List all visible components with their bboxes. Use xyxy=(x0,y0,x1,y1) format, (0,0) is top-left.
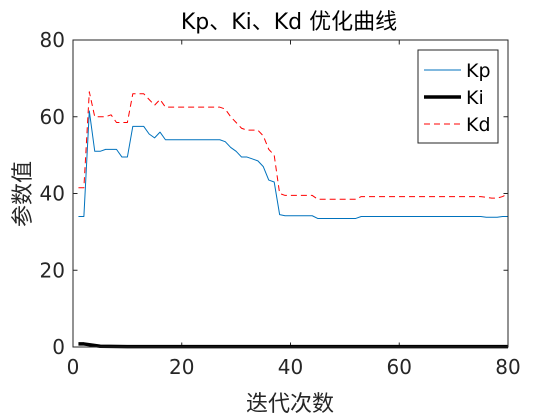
legend-label-ki: Ki xyxy=(466,87,484,109)
y-axis-label: 参数值 xyxy=(11,161,36,227)
x-tick-label: 40 xyxy=(278,355,303,379)
x-tick-label: 80 xyxy=(495,355,520,379)
y-tick-label: 60 xyxy=(40,105,65,129)
plot-frame xyxy=(72,39,509,348)
y-tick-label: 20 xyxy=(40,258,65,282)
x-axis-label: 迭代次数 xyxy=(246,392,334,417)
series-line-kp xyxy=(78,110,508,219)
y-tick-label: 80 xyxy=(40,28,65,52)
x-tick-label: 60 xyxy=(387,355,412,379)
legend-label-kd: Kd xyxy=(466,114,491,136)
x-tick-label: 20 xyxy=(169,355,194,379)
chart-title: Kp、Ki、Kd 优化曲线 xyxy=(181,10,397,35)
legend-label-kp: Kp xyxy=(466,60,491,82)
y-tick-label: 40 xyxy=(40,182,65,206)
y-tick-label: 0 xyxy=(52,335,65,359)
x-tick-group: 0 20 40 60 80 xyxy=(67,40,521,379)
x-tick-label: 0 xyxy=(67,355,80,379)
legend: Kp Ki Kd xyxy=(417,49,499,144)
series-line-kd xyxy=(78,91,509,200)
y-tick-group: 0 20 40 60 80 xyxy=(40,28,508,359)
